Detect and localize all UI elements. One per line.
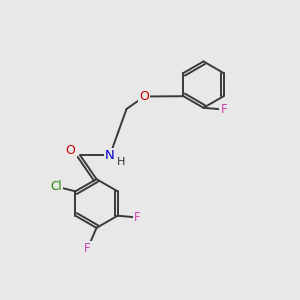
Text: F: F [220,103,227,116]
Text: O: O [140,90,149,103]
Text: N: N [105,149,115,162]
Text: O: O [66,143,76,157]
Text: Cl: Cl [50,180,62,194]
Text: F: F [134,211,140,224]
Text: H: H [117,157,125,167]
Text: F: F [84,242,91,255]
